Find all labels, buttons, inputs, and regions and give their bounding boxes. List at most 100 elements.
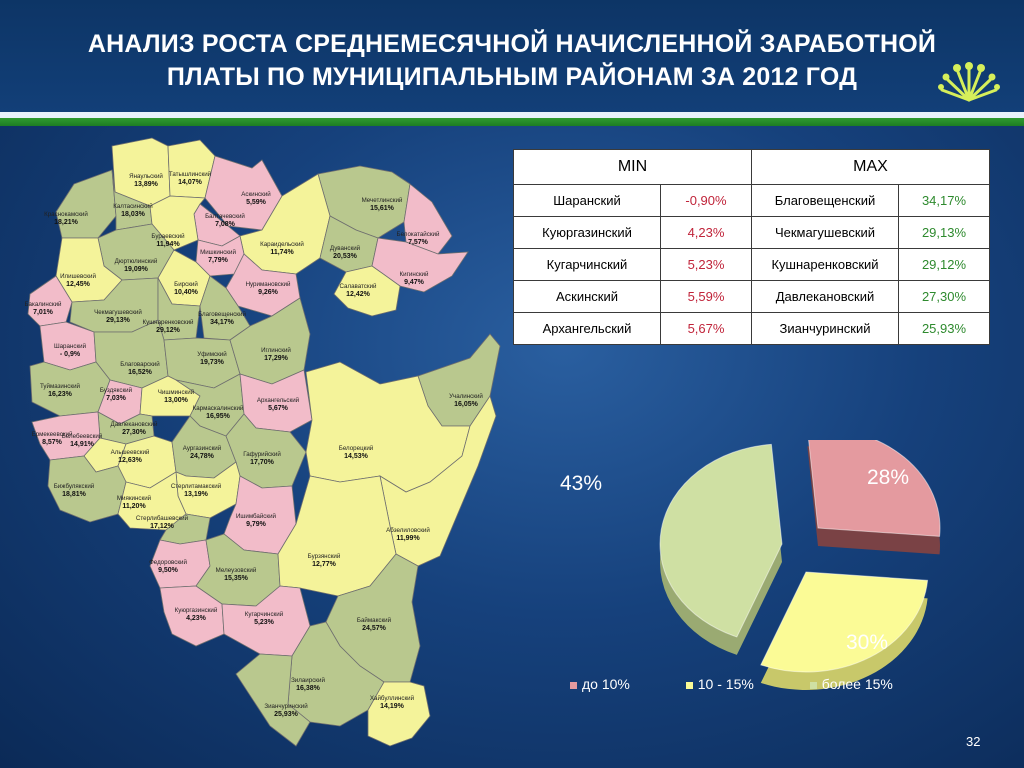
map-district-value: 15,61% <box>370 205 395 212</box>
table-row: Аскинский 5,59% Давлекановский 27,30% <box>513 280 990 313</box>
map-district-name: Чишминский <box>158 389 195 396</box>
pie-slice-high <box>659 443 783 638</box>
map-district-value: 4,23% <box>186 615 207 622</box>
max-district-value: 29,12% <box>898 248 990 281</box>
table-row: Архангельский 5,67% Зианчуринский 25,93% <box>513 312 990 345</box>
map-district-name: Бижбулякский <box>54 483 95 490</box>
min-district-name: Архангельский <box>513 312 661 345</box>
map-district-name: Баймакский <box>357 617 392 624</box>
pie-label-mid: 30% <box>846 631 889 654</box>
legend-item-mid: 10 - 15% <box>685 676 754 692</box>
max-district-name: Кушнаренковский <box>751 248 899 281</box>
map-district-value: 14,19% <box>380 703 405 710</box>
map-district-name: Федоровский <box>149 559 187 566</box>
map-district-name: Давлекановский <box>111 421 158 428</box>
map-district-name: Уфимский <box>197 351 227 358</box>
map-district-value: 9,79% <box>246 521 267 528</box>
map-district-value: 14,91% <box>70 441 95 448</box>
map-shapes <box>27 137 501 747</box>
legend-item-high: более 15% <box>809 676 893 692</box>
map-district-value: - 0,9% <box>60 351 81 358</box>
min-district-value: 5,23% <box>660 248 752 281</box>
map-district-name: Куюргазинский <box>175 607 218 614</box>
map-district-name: Стерлитамакский <box>171 483 222 490</box>
map-district-value: 8,57% <box>42 439 63 446</box>
map-district-value: 29,13% <box>106 317 131 324</box>
map-district-value: 7,79% <box>208 257 229 264</box>
map-district-name: Благоварский <box>120 361 160 368</box>
map-district-value: 11,94% <box>156 241 180 248</box>
map-district-value: 17,70% <box>250 459 275 466</box>
sun-logo-icon <box>938 62 1000 102</box>
map-district-name: Ишимбайский <box>236 513 277 520</box>
map-district-name: Янаульский <box>129 173 163 180</box>
map-district-name: Хайбуллинский <box>370 695 415 702</box>
map-district-value: 7,03% <box>106 395 127 402</box>
map-district-value: 13,00% <box>164 397 189 404</box>
map-district-value: 13,19% <box>184 491 209 498</box>
map-district-name: Салаватский <box>339 283 377 290</box>
map-district-value: 16,95% <box>206 413 231 420</box>
map-district-name: Зилаирский <box>291 677 325 684</box>
map-district-value: 16,38% <box>296 685 321 692</box>
map-district-name: Белебеевский <box>62 433 103 440</box>
page-number: 32 <box>966 734 981 749</box>
map-district-value: 27,30% <box>122 429 147 436</box>
min-district-name: Кугарчинский <box>513 248 661 281</box>
slide-title: АНАЛИЗ РОСТА СРЕДНЕМЕСЯЧНОЙ НАЧИСЛЕННОЙ … <box>10 28 1014 94</box>
map-district-value: 25,93% <box>274 711 299 718</box>
legend-label: 10 - 15% <box>697 676 754 692</box>
map-district-name: Кармаскалинский <box>193 405 244 412</box>
max-district-name: Благовещенский <box>751 184 899 217</box>
title-bar: АНАЛИЗ РОСТА СРЕДНЕМЕСЯЧНОЙ НАЧИСЛЕННОЙ … <box>0 0 1024 112</box>
map-district-value: 10,40% <box>174 289 199 296</box>
map-district-value: 9,47% <box>404 279 425 286</box>
min-district-name: Шаранский <box>513 184 661 217</box>
map-district-name: Бураевский <box>151 233 185 240</box>
map-district-name: Караидельский <box>260 241 304 248</box>
map-district-value: 19,09% <box>124 266 149 273</box>
map-district-value: 18,03% <box>121 211 146 218</box>
map-district-name: Стерлибашевский <box>136 515 189 522</box>
map-district-value: 19,73% <box>200 359 225 366</box>
map-district-name: Балтачевский <box>205 213 245 220</box>
map-district-area <box>55 169 117 239</box>
min-max-table: MIN MAX Шаранский -0,90% Благовещенский … <box>513 149 990 345</box>
max-district-name: Зианчуринский <box>751 312 899 345</box>
min-district-value: 5,59% <box>660 280 752 313</box>
min-district-name: Аскинский <box>513 280 661 313</box>
map-district-name: Белокатайский <box>397 231 440 238</box>
map-district-name: Аскинский <box>241 191 271 198</box>
map-district-value: 5,67% <box>268 405 289 412</box>
map-district-value: 13,89% <box>134 181 159 188</box>
map-district-value: 18,21% <box>54 219 79 226</box>
max-district-name: Чекмагушевский <box>751 216 899 249</box>
map-district-name: Калтасинский <box>113 203 153 210</box>
map-district-value: 11,74% <box>270 249 294 256</box>
map-district-value: 7,01% <box>33 309 54 316</box>
map-district-name: Дюртюлинский <box>115 258 158 265</box>
pie-slice-low <box>808 440 941 537</box>
map-district-value: 11,99% <box>396 535 420 542</box>
map-district-name: Иглинский <box>261 347 291 354</box>
map-district-name: Гафурийский <box>243 451 281 458</box>
slide-title-line2: ПЛАТЫ ПО МУНИЦИПАЛЬНЫМ РАЙОНАМ ЗА 2012 Г… <box>166 63 858 91</box>
map-district-area <box>204 155 283 231</box>
map-district-value: 12,45% <box>66 281 91 288</box>
map-district-value: 7,57% <box>408 239 429 246</box>
pie-slice-mid <box>760 571 929 673</box>
map-district-value: 24,78% <box>190 453 215 460</box>
min-district-value: 4,23% <box>660 216 752 249</box>
map-district-value: 7,08% <box>215 221 236 228</box>
map-district-value: 17,29% <box>264 355 289 362</box>
map-district-name: Дуванский <box>330 245 361 252</box>
map-district-value: 5,23% <box>254 619 275 626</box>
map-district-value: 17,12% <box>150 523 175 530</box>
map-district-name: Мечетлинский <box>362 197 403 204</box>
legend-label: более 15% <box>821 676 893 692</box>
map-district-value: 11,20% <box>122 503 146 510</box>
map-district-name: Бирский <box>174 281 198 288</box>
map-district-name: Краснокамский <box>44 211 88 218</box>
map-district-name: Ермекеевский <box>32 431 73 438</box>
